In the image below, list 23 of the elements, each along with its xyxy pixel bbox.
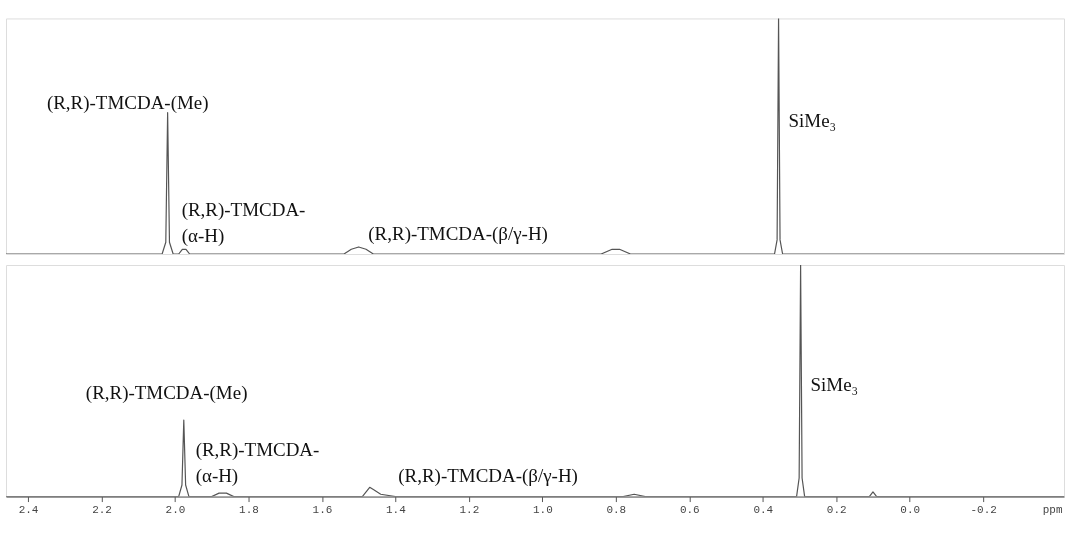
x-tick-label: 2.2	[92, 504, 112, 517]
annotation: SiMe₃	[810, 373, 859, 395]
annotation: (R,R)-TMCDA-(Me)	[46, 92, 209, 115]
x-tick-label: 1.4	[386, 504, 407, 517]
x-tick-label: 1.0	[532, 504, 553, 517]
x-tick-label: 2.4	[18, 504, 39, 517]
annotation: (R,R)-TMCDA-(β/γ-H)	[398, 464, 578, 487]
x-tick-label: 0.8	[606, 504, 627, 517]
x-tick-label: 1.8	[239, 504, 259, 517]
x-axis-title: ppm	[1042, 504, 1063, 517]
x-tick-label: 1.2	[459, 504, 480, 517]
annotation: SiMe₃	[788, 110, 837, 132]
x-tick-label: 0.6	[679, 504, 700, 517]
x-tick-label: 0.4	[753, 504, 774, 517]
x-tick-label: 0.2	[826, 504, 847, 517]
x-tick-label: 2.0	[165, 504, 186, 517]
x-tick-label: 1.6	[312, 504, 333, 517]
annotation: (R,R)-TMCDA- (α-H)	[195, 438, 320, 487]
annotation: (R,R)-TMCDA- (α-H)	[181, 199, 306, 248]
x-tick-label: 0.0	[900, 504, 921, 517]
x-tick-label: -0.2	[970, 504, 997, 517]
annotation: (R,R)-TMCDA-(β/γ-H)	[368, 223, 548, 246]
annotation: (R,R)-TMCDA-(Me)	[85, 381, 248, 404]
